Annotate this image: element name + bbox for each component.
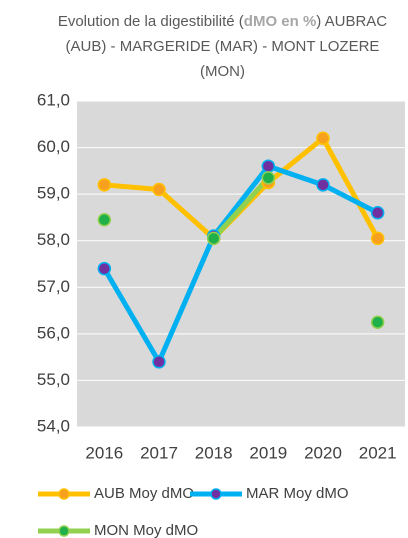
y-tick-label: 57,0 <box>37 277 70 296</box>
x-tick-label: 2018 <box>195 443 233 462</box>
legend-label: MON Moy dMO <box>94 522 198 538</box>
data-point <box>97 261 112 276</box>
data-point <box>261 171 276 185</box>
data-point <box>316 131 330 146</box>
x-tick-label: 2021 <box>359 443 397 462</box>
y-tick-label: 61,0 <box>37 90 70 109</box>
data-point <box>316 178 330 192</box>
chart-title: Evolution de la digestibilité (dMO en %)… <box>50 9 395 84</box>
data-point <box>370 315 385 329</box>
data-point <box>206 231 221 246</box>
y-tick-label: 55,0 <box>37 370 70 389</box>
series-line <box>101 163 381 365</box>
y-tick-label: 56,0 <box>37 323 70 342</box>
x-tick-label: 2017 <box>140 443 178 462</box>
x-tick-label: 2020 <box>304 443 342 462</box>
data-point <box>97 213 112 227</box>
legend-marker <box>58 525 70 537</box>
data-point <box>370 206 385 220</box>
legend-label: AUB Moy dMO <box>94 485 194 502</box>
x-tick-label: 2016 <box>85 443 123 462</box>
legend-marker <box>210 488 222 500</box>
legend-marker <box>58 488 70 500</box>
title-part: Evolution de la digestibilité ( <box>57 13 244 30</box>
data-point <box>261 159 276 173</box>
series-line <box>101 135 381 241</box>
y-tick-label: 54,0 <box>37 416 70 435</box>
x-tick-label: 2019 <box>249 443 287 462</box>
data-point <box>97 178 112 192</box>
data-point <box>152 355 166 369</box>
y-tick-label: 59,0 <box>37 184 70 203</box>
legend-label: MAR Moy dMO <box>246 485 349 502</box>
title-part: ) AUBRAC (AUB) - MARGERIDE (MAR) - MONT … <box>65 13 388 80</box>
plot-area <box>77 101 405 427</box>
y-tick-label: 58,0 <box>37 230 70 249</box>
title-highlight: dMO en % <box>243 13 317 30</box>
y-tick-label: 60,0 <box>37 137 70 156</box>
data-point <box>152 182 166 197</box>
data-point <box>370 231 385 246</box>
